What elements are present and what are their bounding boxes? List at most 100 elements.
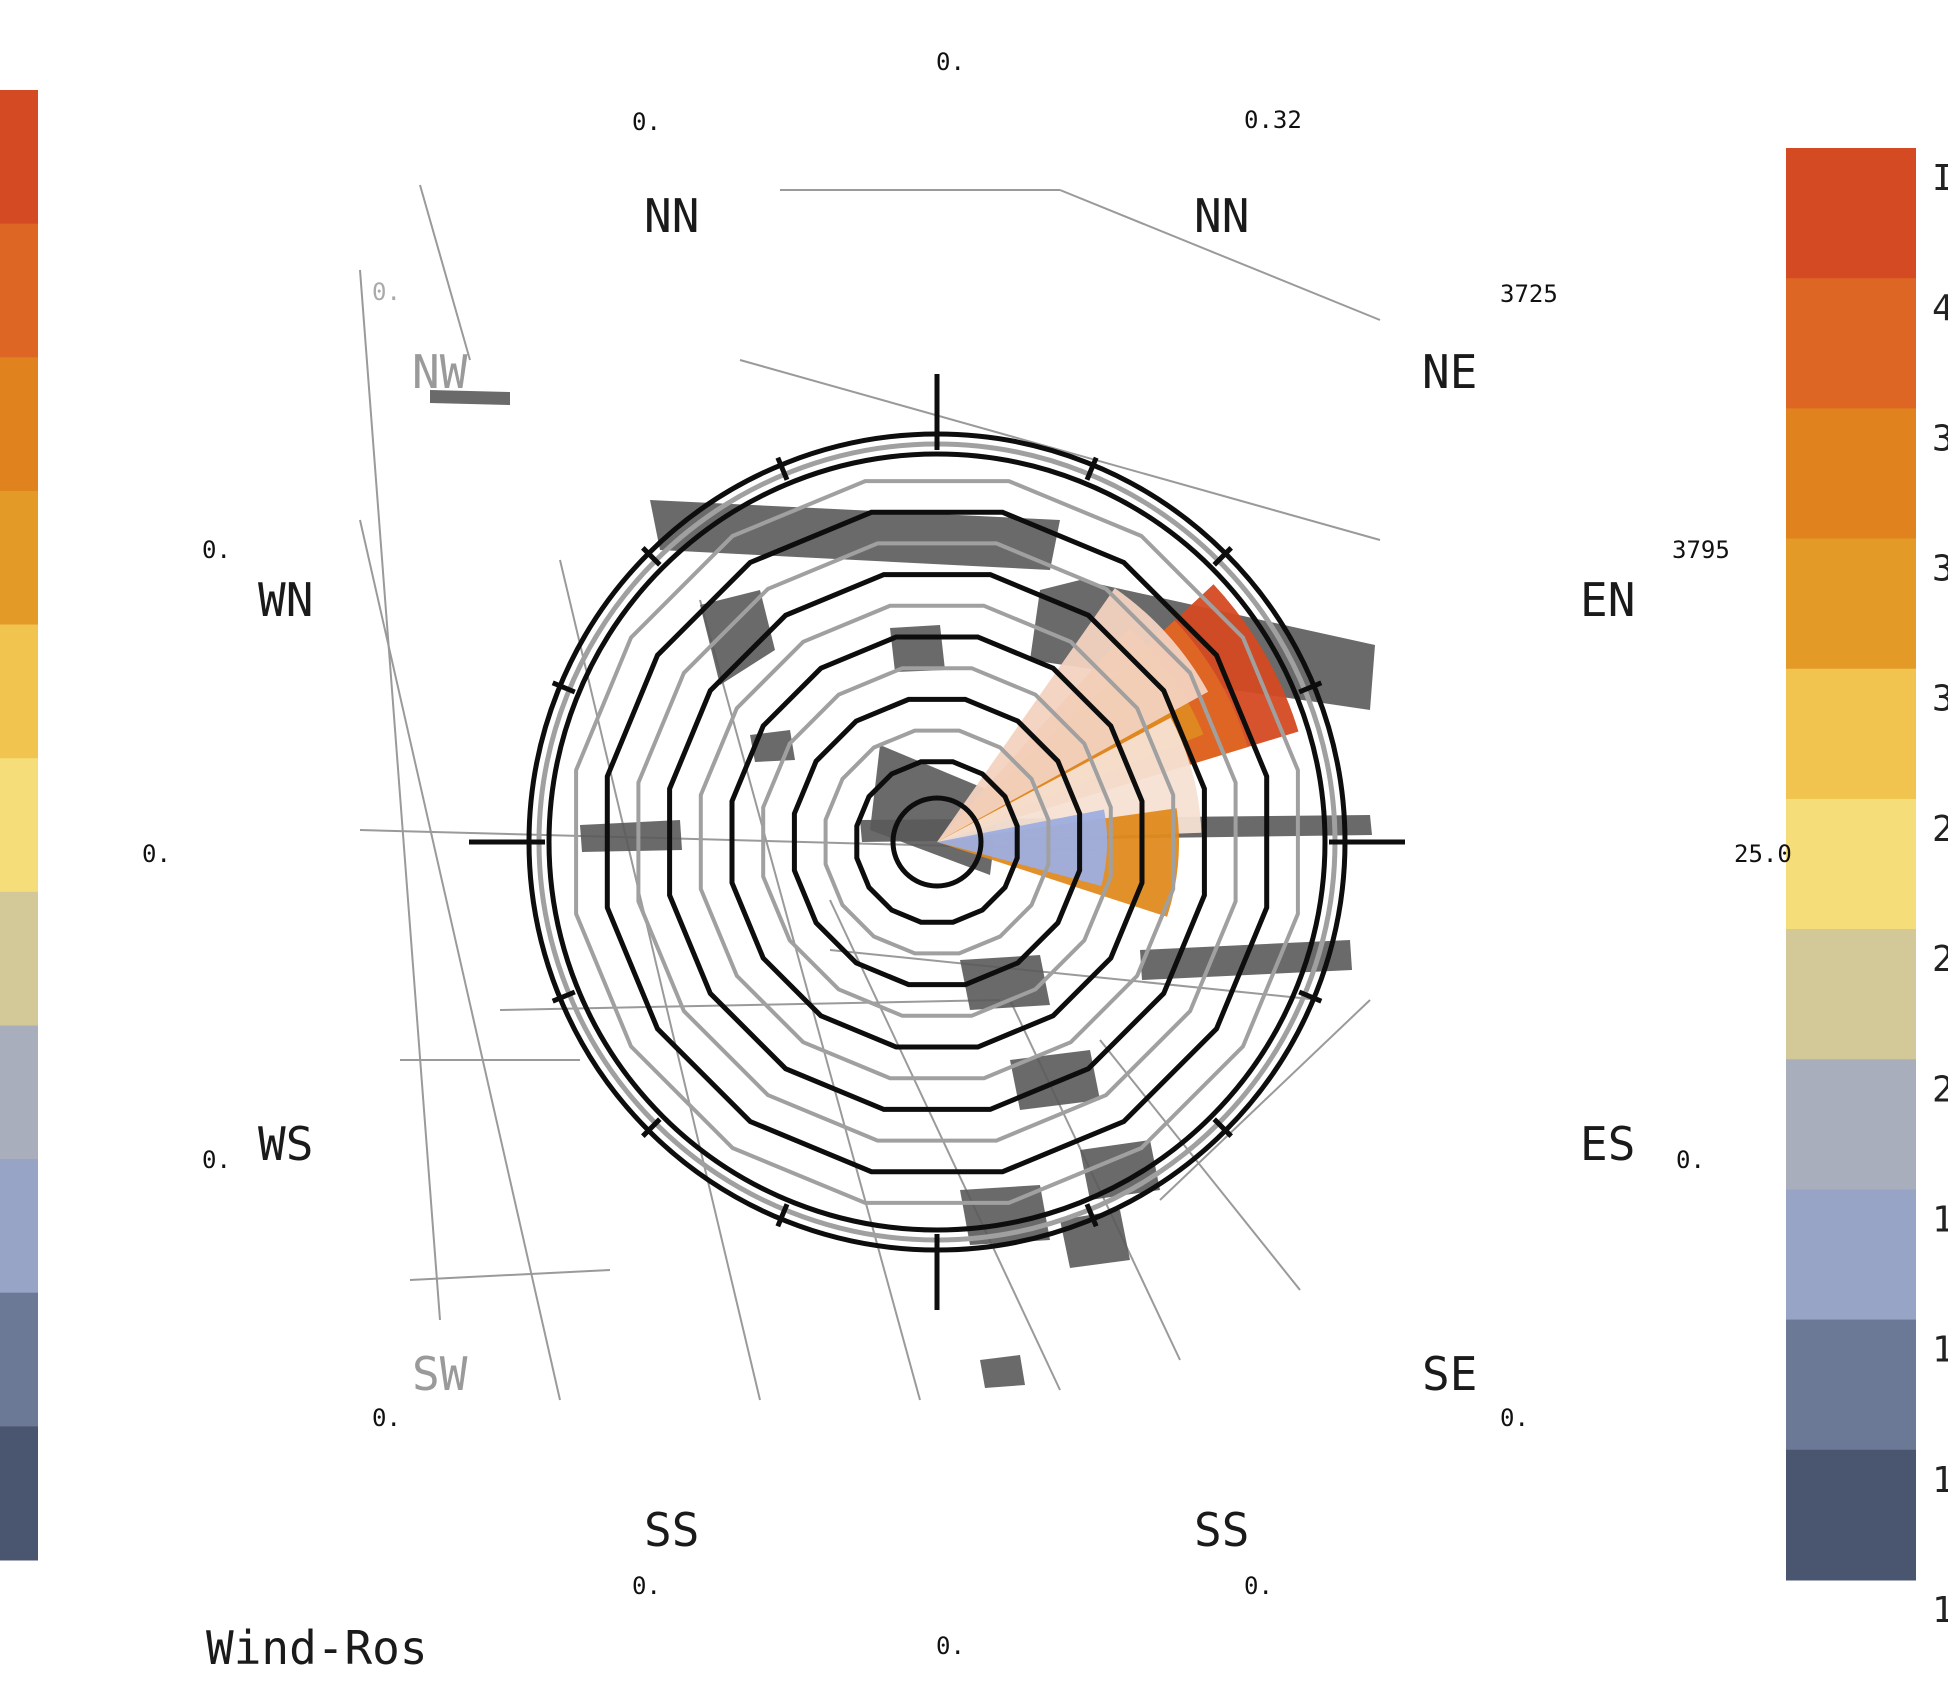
building-block <box>580 820 682 852</box>
backdrop-line <box>409 1269 611 1281</box>
building-block <box>700 590 775 685</box>
building-block <box>890 625 945 672</box>
backdrop-line <box>1099 1039 1301 1291</box>
left-legend-swatch <box>0 1025 38 1160</box>
compass-tick <box>1298 680 1323 695</box>
direction-label: EN <box>1580 573 1635 627</box>
legend-tick-label: 2 <box>1932 1069 1948 1110</box>
legend-swatch <box>1786 1319 1916 1451</box>
value-label: 3725 <box>1500 280 1558 308</box>
backdrop-line <box>559 559 761 1401</box>
left-legend-swatch <box>0 223 38 358</box>
frequency-ring <box>729 634 1145 1050</box>
legend-swatch <box>1786 1449 1916 1581</box>
wind-sector <box>937 809 1108 886</box>
legend-swatch <box>1786 1189 1916 1321</box>
left-legend-swatch <box>0 357 38 492</box>
compass-tick <box>775 1203 790 1228</box>
legend-tick-label: 1 <box>1932 1330 1948 1371</box>
legend-tick-label: 4 <box>1932 288 1948 329</box>
legend-swatch <box>1786 278 1916 409</box>
legend-swatch <box>1786 668 1916 800</box>
value-label: 0. <box>202 1146 231 1174</box>
frequency-ring <box>823 728 1051 956</box>
frequency-ring <box>574 479 1300 1205</box>
backdrop-line <box>359 269 441 1321</box>
compass-tick <box>1084 1203 1099 1228</box>
value-label: 0. <box>372 278 401 306</box>
frequency-ring <box>854 759 1020 925</box>
wind-sector <box>937 717 1202 842</box>
compass-ticks <box>469 374 1405 1310</box>
legend-tick-label: 2 <box>1932 809 1948 850</box>
compass-tick <box>641 546 662 567</box>
value-labels: 0. 0. 0.32 3725 3795 25.0 0. 0. 0. 0. 0. 0. 0. 0. 0. 0. <box>142 48 1792 1660</box>
value-label: 0.32 <box>1244 106 1302 134</box>
building-block <box>960 955 1050 1010</box>
backdrop-line <box>359 519 561 1401</box>
direction-label: WN <box>258 573 313 627</box>
direction-label: ES <box>1580 1117 1635 1171</box>
direction-label: SS <box>1194 1503 1249 1557</box>
frequency-ring <box>636 541 1238 1143</box>
left-legend-swatch <box>0 891 38 1026</box>
legend-tick-label: 1 <box>1932 1460 1948 1501</box>
building-block <box>650 500 1060 570</box>
compass-tick <box>1212 546 1233 567</box>
frequency-ring <box>761 666 1113 1018</box>
compass-tick <box>775 456 790 481</box>
legend-tick-label: I <box>1932 158 1948 199</box>
center-ring <box>890 795 984 889</box>
legend-swatch <box>1786 929 1916 1060</box>
direction-label: NN <box>644 189 699 243</box>
backdrop-line <box>699 599 921 1401</box>
wind-sector <box>937 588 1209 842</box>
value-label: 0. <box>142 840 171 868</box>
direction-label: SE <box>1422 1347 1477 1401</box>
value-label: 0. <box>372 1404 401 1432</box>
value-label: 25.0 <box>1734 840 1792 868</box>
left-legend-swatch <box>0 758 38 893</box>
direction-label: NN <box>1194 189 1249 243</box>
value-label: 0. <box>936 48 965 76</box>
backdrop-line <box>499 999 1001 1011</box>
value-label: 3795 <box>1672 536 1730 564</box>
wind-sectors <box>937 584 1299 917</box>
legend-swatch <box>1786 148 1916 279</box>
direction-label: SW <box>412 1347 468 1401</box>
frequency-ring <box>604 509 1270 1175</box>
compass-tick <box>551 680 576 695</box>
value-label: 0. <box>1500 1404 1529 1432</box>
backdrop-line <box>829 949 1321 1001</box>
value-label: 0. <box>632 108 661 136</box>
building-block <box>430 390 510 405</box>
left-legend-swatch <box>0 1292 38 1427</box>
left-legend-swatch <box>0 624 38 759</box>
backdrop-line <box>1059 189 1381 321</box>
direction-label: SS <box>644 1503 699 1557</box>
frequency-ring <box>667 572 1207 1112</box>
right-legend-colorbar <box>1786 148 1916 1581</box>
outer-ring <box>546 451 1328 1233</box>
value-label: 0. <box>936 1632 965 1660</box>
backdrop-line <box>1159 999 1371 1201</box>
compass-tick <box>1084 456 1099 481</box>
left-legend-swatch <box>0 1159 38 1294</box>
compass-tick <box>551 989 576 1004</box>
chart-title: Wind-Ros <box>206 1621 428 1675</box>
direction-label: WS <box>258 1117 313 1171</box>
backdrop-line <box>829 899 1061 1391</box>
value-label: 0. <box>1676 1146 1705 1174</box>
backdrop-line <box>419 184 471 361</box>
left-legend-swatch <box>0 1426 38 1561</box>
backdrop-line <box>739 359 1381 541</box>
legend-swatch <box>1786 408 1916 540</box>
legend-tick-label: 1 <box>1932 1590 1948 1631</box>
compass-tick <box>641 1117 662 1138</box>
compass-tick <box>1212 1117 1233 1138</box>
value-label: 0. <box>1244 1572 1273 1600</box>
value-label: 0. <box>632 1572 661 1600</box>
direction-label: NE <box>1422 345 1477 399</box>
frequency-ring <box>791 696 1083 988</box>
